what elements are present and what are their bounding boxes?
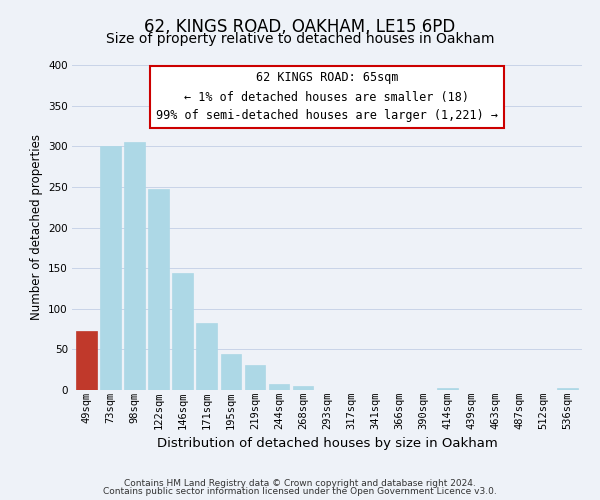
Bar bbox=[557, 388, 578, 390]
Y-axis label: Number of detached properties: Number of detached properties bbox=[29, 134, 43, 320]
Bar bbox=[100, 146, 121, 390]
Text: Size of property relative to detached houses in Oakham: Size of property relative to detached ho… bbox=[106, 32, 494, 46]
Bar bbox=[148, 188, 169, 390]
Bar bbox=[437, 388, 458, 390]
Text: 62 KINGS ROAD: 65sqm
← 1% of detached houses are smaller (18)
99% of semi-detach: 62 KINGS ROAD: 65sqm ← 1% of detached ho… bbox=[156, 72, 498, 122]
Bar bbox=[124, 142, 145, 390]
Text: Contains public sector information licensed under the Open Government Licence v3: Contains public sector information licen… bbox=[103, 487, 497, 496]
Bar bbox=[221, 354, 241, 390]
Bar bbox=[269, 384, 289, 390]
Bar bbox=[172, 273, 193, 390]
Bar bbox=[76, 330, 97, 390]
Bar bbox=[293, 386, 313, 390]
Bar bbox=[245, 365, 265, 390]
Text: Contains HM Land Registry data © Crown copyright and database right 2024.: Contains HM Land Registry data © Crown c… bbox=[124, 478, 476, 488]
Text: 62, KINGS ROAD, OAKHAM, LE15 6PD: 62, KINGS ROAD, OAKHAM, LE15 6PD bbox=[145, 18, 455, 36]
X-axis label: Distribution of detached houses by size in Oakham: Distribution of detached houses by size … bbox=[157, 437, 497, 450]
Bar bbox=[196, 322, 217, 390]
